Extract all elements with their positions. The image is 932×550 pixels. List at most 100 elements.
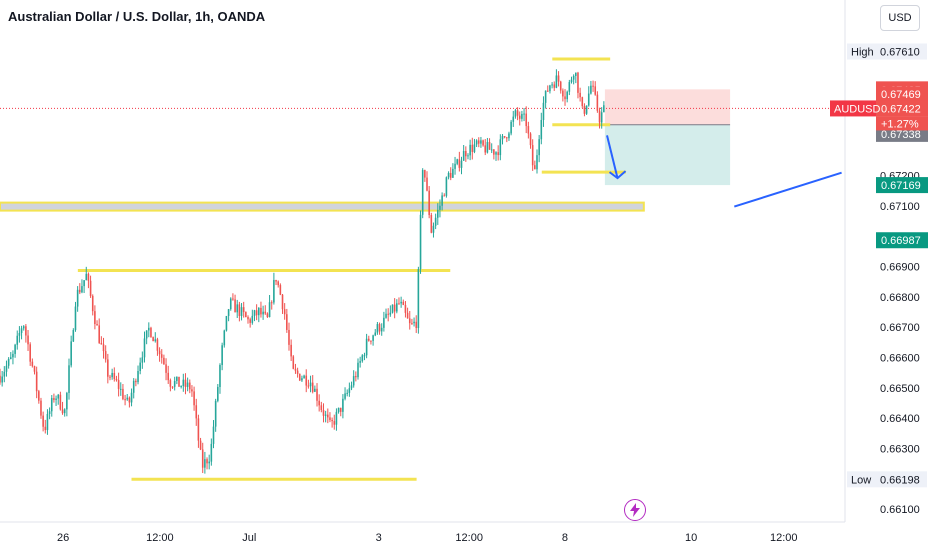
- candle: [89, 280, 92, 296]
- candle: [350, 385, 353, 389]
- candle: [572, 75, 575, 80]
- candle: [128, 397, 131, 403]
- candle: [594, 86, 597, 95]
- currency-button[interactable]: USD: [880, 5, 920, 31]
- candle: [557, 75, 560, 82]
- candle: [564, 96, 566, 100]
- candle: [173, 380, 176, 387]
- trend-line: [733, 171, 842, 208]
- drop-arrow: [606, 135, 619, 179]
- level-breakout-zone: [0, 201, 645, 212]
- candle: [5, 365, 8, 372]
- candle: [324, 414, 327, 416]
- candle: [346, 392, 349, 394]
- candle: [335, 411, 338, 425]
- candle: [29, 344, 31, 362]
- candle: [249, 319, 251, 323]
- candle: [327, 414, 329, 418]
- candle: [396, 303, 398, 312]
- candle: [199, 440, 202, 450]
- candle: [1, 376, 3, 383]
- candle: [286, 314, 288, 330]
- candle: [508, 133, 510, 139]
- candle: [292, 356, 295, 369]
- candle: [575, 72, 577, 76]
- candle: [393, 304, 396, 312]
- low-bg: [847, 471, 927, 488]
- price-tick: 0.66100: [880, 504, 920, 516]
- candle: [488, 142, 491, 150]
- candle: [160, 354, 163, 358]
- candle: [66, 392, 68, 410]
- time-tick: 26: [57, 532, 69, 544]
- candle: [91, 295, 94, 312]
- candle: [460, 160, 463, 168]
- candle: [316, 388, 318, 401]
- price-tag: 0.67469: [881, 89, 921, 101]
- candle: [426, 177, 428, 191]
- candle: [559, 81, 562, 91]
- candle: [542, 102, 545, 120]
- bolt-icon[interactable]: [624, 499, 646, 521]
- candle: [294, 368, 297, 371]
- candle: [309, 382, 312, 387]
- candle: [186, 382, 189, 387]
- candle: [484, 145, 487, 153]
- candle: [331, 419, 333, 422]
- candle: [35, 371, 38, 392]
- candle: [462, 150, 465, 161]
- candle: [367, 338, 370, 341]
- candle: [398, 303, 400, 305]
- candle: [318, 400, 320, 406]
- candle: [538, 139, 540, 156]
- time-tick: 10: [685, 532, 697, 544]
- candle: [298, 373, 301, 381]
- candle: [357, 362, 359, 378]
- high-price: 0.67610: [880, 46, 920, 58]
- candle: [115, 379, 118, 381]
- candle: [96, 324, 98, 326]
- price-tick: 0.66600: [880, 353, 920, 365]
- candle: [55, 398, 57, 400]
- candle: [419, 214, 422, 270]
- candle: [443, 195, 446, 197]
- candle: [348, 388, 351, 393]
- candle: [447, 172, 450, 178]
- candle: [363, 355, 366, 357]
- candle: [404, 304, 407, 313]
- candle: [501, 136, 504, 140]
- candle: [148, 327, 150, 331]
- price-tick: 0.66300: [880, 443, 920, 455]
- candle: [553, 84, 556, 88]
- candle: [449, 172, 452, 178]
- candle: [100, 342, 103, 345]
- candle: [251, 315, 254, 323]
- candle: [514, 110, 517, 117]
- candle: [262, 311, 264, 315]
- candle: [14, 344, 16, 354]
- candle: [163, 357, 165, 365]
- candle: [333, 421, 336, 425]
- candle: [12, 353, 14, 358]
- candle: [212, 426, 215, 444]
- candle: [158, 350, 161, 355]
- candle: [130, 392, 133, 403]
- candle: [342, 398, 344, 412]
- candle: [339, 407, 342, 412]
- price-tick: 0.66900: [880, 262, 920, 274]
- candle: [305, 375, 308, 386]
- candle: [439, 205, 441, 210]
- candle: [516, 110, 519, 116]
- candle: [7, 358, 10, 366]
- time-tick: 12:00: [455, 532, 483, 544]
- candle: [124, 399, 126, 401]
- time-tick: 3: [376, 532, 382, 544]
- candle: [365, 338, 368, 356]
- price-tick: 0.66500: [880, 383, 920, 395]
- candle: [456, 159, 458, 164]
- candle: [188, 382, 191, 390]
- drop-arrow-head: [608, 170, 627, 180]
- candle: [119, 388, 122, 390]
- candle: [122, 388, 124, 400]
